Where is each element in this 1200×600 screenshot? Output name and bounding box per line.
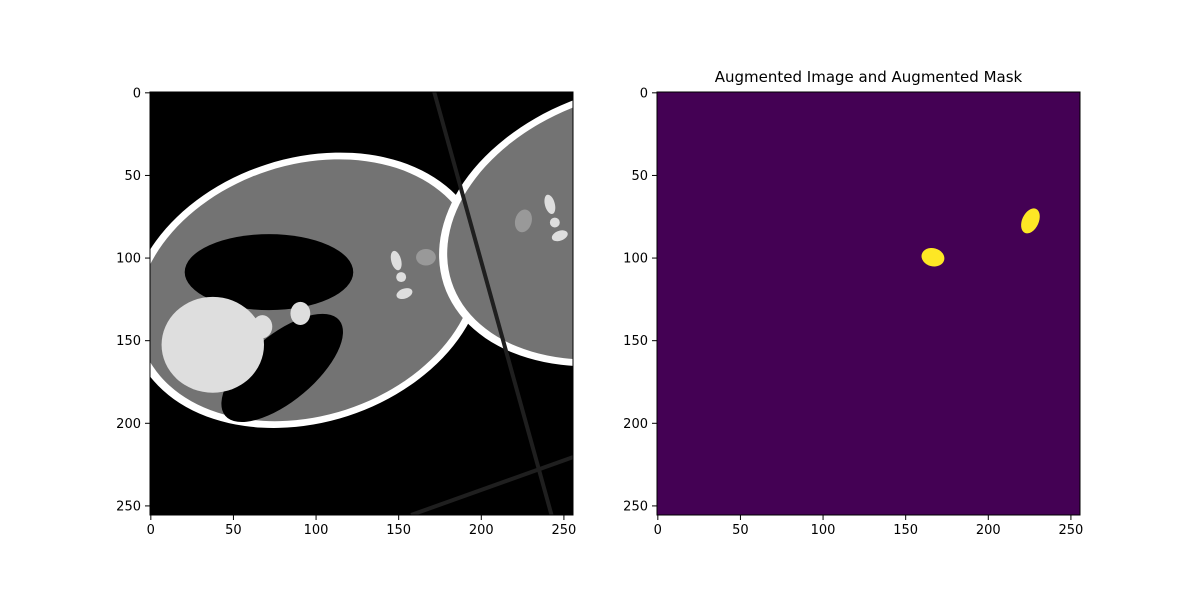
axes-frame [656,91,1081,516]
mask-blob-2 [1021,208,1040,234]
x-tick-label: 50 [732,523,749,538]
small-bright-4 [396,272,407,283]
small-grey-1 [416,248,436,266]
y-tick-label: 0 [133,86,141,101]
second-small-grey [514,209,532,233]
y-tick-label: 250 [116,499,141,514]
y-tick-label: 100 [116,252,141,267]
x-tick-label: 0 [654,523,662,538]
small-bright-1 [252,315,273,339]
small-bright-3 [390,250,402,271]
x-tick-label: 100 [811,523,836,538]
small-bright-2 [290,301,311,325]
y-tick-label: 150 [116,334,141,349]
x-tick-label: 50 [225,523,242,538]
y-tick-label: 0 [640,86,648,101]
y-tick-label: 200 [116,417,141,432]
y-tick-label: 50 [124,169,141,184]
axes-frame [149,91,574,516]
image-content [150,92,573,515]
y-tick-label: 100 [623,252,648,267]
dark-ellipse-lower [221,313,343,423]
chart-title: Augmented Image and Augmented Mask [715,68,1023,86]
x-tick-label: 250 [551,523,576,538]
second-small-bright-1 [544,194,556,215]
x-tick-label: 250 [1058,523,1083,538]
bright-disc [161,296,265,393]
x-tick-label: 200 [976,523,1001,538]
y-tick-label: 200 [623,417,648,432]
x-tick-label: 150 [386,523,411,538]
image-content [921,208,1040,267]
augmented-image-panel: 0 50 100 150 200 250 0 50 100 150 200 250 [116,86,576,538]
augmented-mask-panel: 0 50 100 150 200 250 0 50 100 150 200 250 Augmented … [623,68,1083,538]
x-tick-label: 0 [147,523,155,538]
y-tick-label: 150 [623,334,648,349]
x-tick-label: 150 [893,523,918,538]
dark-ellipse-upper [184,234,354,311]
faint-streak-2 [410,455,573,515]
x-tick-label: 200 [469,523,494,538]
y-tick-label: 250 [623,499,648,514]
image-background [657,92,1080,515]
second-phantom-body [447,92,573,360]
faint-streak-1 [432,92,554,515]
second-small-bright-2 [549,217,560,228]
y-tick-label: 50 [631,169,648,184]
mask-blob-1 [921,247,945,267]
small-bright-5 [396,288,413,300]
second-small-bright-3 [551,230,568,242]
x-tick-label: 100 [304,523,329,538]
